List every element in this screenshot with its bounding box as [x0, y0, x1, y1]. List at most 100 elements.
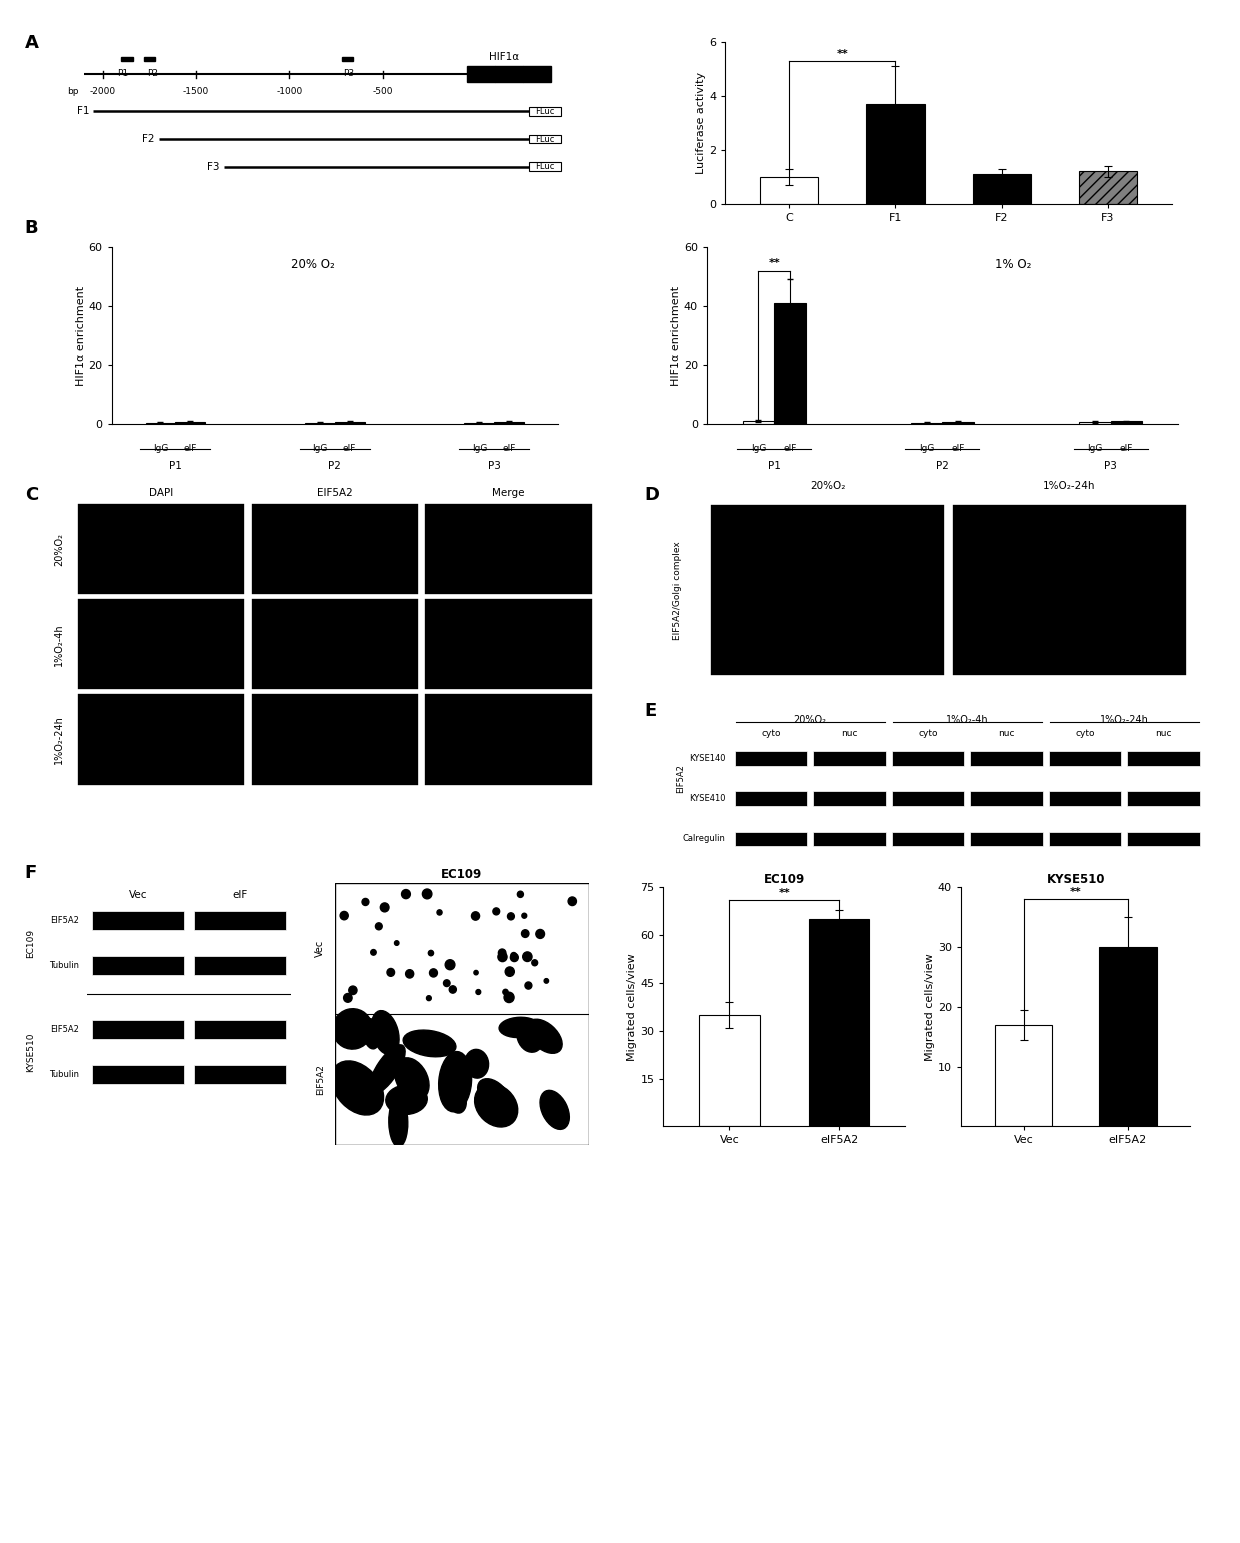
- Text: FLuc: FLuc: [536, 134, 554, 143]
- Bar: [92, 1065, 184, 1083]
- Circle shape: [402, 890, 410, 898]
- Text: P1: P1: [768, 461, 780, 471]
- Text: Calregulin: Calregulin: [682, 835, 725, 844]
- Text: Tubulin: Tubulin: [48, 961, 78, 971]
- Bar: [892, 751, 963, 765]
- Y-axis label: HIF1α enrichment: HIF1α enrichment: [671, 285, 681, 386]
- Circle shape: [568, 896, 577, 906]
- Text: C: C: [25, 486, 38, 505]
- Bar: [813, 792, 885, 805]
- Ellipse shape: [370, 1045, 405, 1094]
- Circle shape: [476, 989, 481, 994]
- Text: P3: P3: [1105, 461, 1117, 471]
- Bar: [892, 832, 963, 846]
- Text: Vec: Vec: [129, 890, 148, 900]
- Bar: [92, 910, 184, 930]
- Circle shape: [511, 954, 518, 961]
- Bar: [77, 599, 246, 690]
- Text: -500: -500: [372, 86, 393, 96]
- Bar: [529, 162, 560, 171]
- Bar: [77, 693, 246, 785]
- Text: -1500: -1500: [182, 86, 210, 96]
- Text: P2: P2: [329, 461, 341, 471]
- Circle shape: [449, 986, 456, 994]
- Text: eIF: eIF: [502, 443, 516, 452]
- Circle shape: [498, 949, 506, 957]
- Circle shape: [362, 898, 368, 906]
- Text: KYSE410: KYSE410: [688, 795, 725, 804]
- Bar: [735, 832, 807, 846]
- Bar: [1049, 792, 1121, 805]
- Circle shape: [503, 992, 515, 1003]
- Circle shape: [474, 971, 479, 975]
- Circle shape: [503, 989, 508, 995]
- Circle shape: [532, 960, 538, 966]
- Text: E: E: [645, 702, 657, 721]
- Bar: [529, 134, 560, 143]
- Bar: [813, 751, 885, 765]
- Bar: [495, 66, 523, 82]
- Bar: [424, 503, 593, 596]
- Bar: [424, 599, 593, 690]
- Bar: [175, 421, 205, 424]
- Text: 1%O₂-24h: 1%O₂-24h: [1100, 714, 1148, 725]
- Bar: [1099, 947, 1157, 1126]
- Text: IgG: IgG: [750, 443, 766, 452]
- Text: DAPI: DAPI: [149, 488, 174, 498]
- Circle shape: [376, 923, 382, 930]
- Circle shape: [340, 912, 348, 920]
- Bar: [735, 751, 807, 765]
- Text: cyto: cyto: [1075, 730, 1095, 738]
- Ellipse shape: [439, 1052, 471, 1113]
- Text: IgG: IgG: [153, 443, 169, 452]
- Bar: [735, 792, 807, 805]
- Text: F2: F2: [141, 134, 155, 143]
- Text: P1: P1: [118, 69, 129, 79]
- Bar: [952, 505, 1187, 676]
- Text: eIF: eIF: [184, 443, 197, 452]
- Bar: [1049, 751, 1121, 765]
- Ellipse shape: [448, 1086, 466, 1113]
- Text: IgG: IgG: [471, 443, 487, 452]
- Circle shape: [522, 930, 529, 938]
- Bar: [760, 176, 818, 204]
- Bar: [466, 66, 495, 82]
- Circle shape: [427, 995, 432, 1000]
- Text: nuc: nuc: [998, 730, 1014, 738]
- Bar: [522, 66, 552, 82]
- Text: A: A: [25, 34, 38, 52]
- Circle shape: [445, 960, 455, 969]
- Bar: [972, 174, 1030, 204]
- Text: nuc: nuc: [841, 730, 858, 738]
- Ellipse shape: [465, 1049, 489, 1079]
- Y-axis label: Migrated cells/view: Migrated cells/view: [925, 954, 935, 1060]
- Text: P3: P3: [343, 69, 355, 79]
- Circle shape: [536, 929, 544, 938]
- Circle shape: [517, 892, 523, 898]
- Bar: [195, 1020, 286, 1038]
- Bar: [1127, 832, 1199, 846]
- Bar: [994, 1025, 1053, 1126]
- Circle shape: [371, 949, 376, 955]
- Circle shape: [444, 980, 450, 986]
- Text: **: **: [1070, 887, 1081, 898]
- Bar: [892, 792, 963, 805]
- Bar: [77, 503, 246, 596]
- Text: 1%O₂-24h: 1%O₂-24h: [55, 714, 64, 764]
- Text: EIF5A2: EIF5A2: [317, 488, 352, 498]
- Text: **: **: [837, 49, 848, 59]
- Title: EC109: EC109: [764, 873, 805, 886]
- Ellipse shape: [372, 1011, 399, 1055]
- Text: 20% O₂: 20% O₂: [290, 258, 335, 272]
- Title: EC109: EC109: [441, 869, 482, 881]
- Circle shape: [471, 912, 480, 920]
- Bar: [813, 832, 885, 846]
- Text: 1%O₂-4h: 1%O₂-4h: [946, 714, 988, 725]
- Ellipse shape: [500, 1017, 539, 1037]
- Bar: [122, 57, 133, 62]
- Circle shape: [387, 969, 394, 977]
- Text: F: F: [25, 864, 37, 883]
- Text: D: D: [645, 486, 660, 505]
- Circle shape: [428, 950, 434, 955]
- Text: F3: F3: [207, 162, 219, 171]
